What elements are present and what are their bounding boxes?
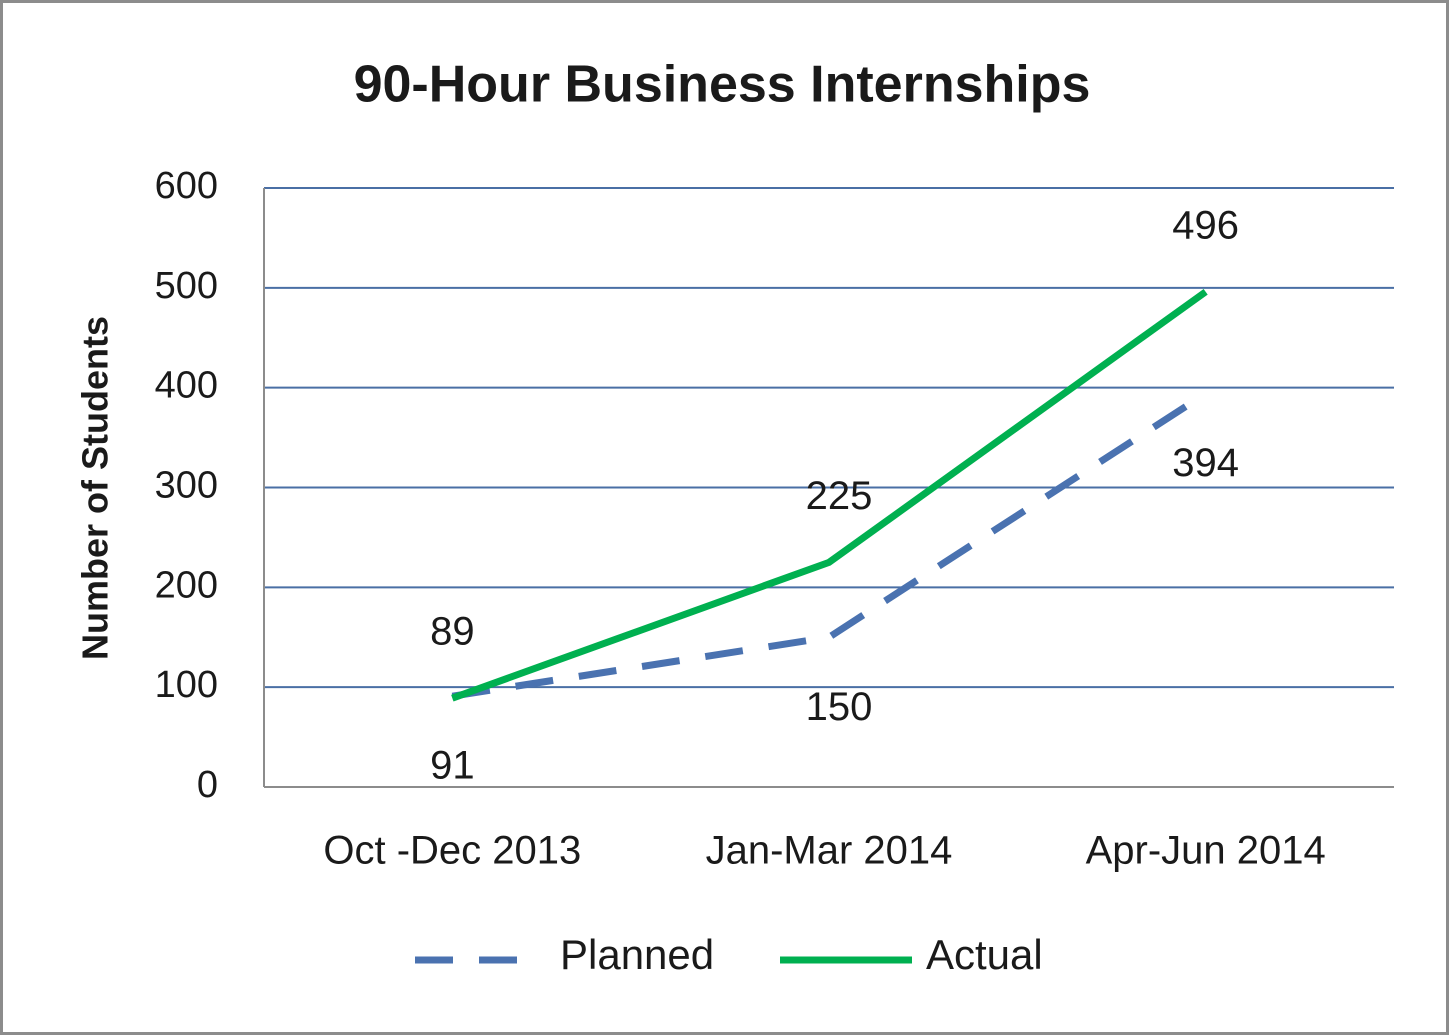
data-label: 91 bbox=[430, 744, 475, 788]
data-label: 496 bbox=[1172, 203, 1239, 247]
data-label: 150 bbox=[806, 685, 873, 729]
legend-label: Planned bbox=[560, 931, 714, 978]
legend-label: Actual bbox=[926, 931, 1043, 978]
y-tick-label: 500 bbox=[155, 265, 218, 307]
y-tick-label: 200 bbox=[155, 564, 218, 606]
x-tick-label: Apr-Jun 2014 bbox=[1086, 829, 1326, 873]
x-tick-label: Oct -Dec 2013 bbox=[323, 829, 581, 873]
series-line bbox=[451, 288, 1208, 702]
chart-title: 90-Hour Business Internships bbox=[354, 56, 1091, 114]
y-tick-label: 100 bbox=[155, 664, 218, 706]
y-axis-label: Number of Students bbox=[75, 316, 116, 660]
x-tick-label: Jan-Mar 2014 bbox=[706, 829, 953, 873]
y-tick-label: 600 bbox=[155, 165, 218, 207]
data-label: 394 bbox=[1172, 441, 1239, 485]
y-tick-label: 300 bbox=[155, 465, 218, 507]
y-tick-label: 0 bbox=[197, 764, 218, 806]
y-tick-label: 400 bbox=[155, 365, 218, 407]
data-label: 225 bbox=[806, 474, 873, 518]
data-label: 89 bbox=[430, 610, 475, 654]
